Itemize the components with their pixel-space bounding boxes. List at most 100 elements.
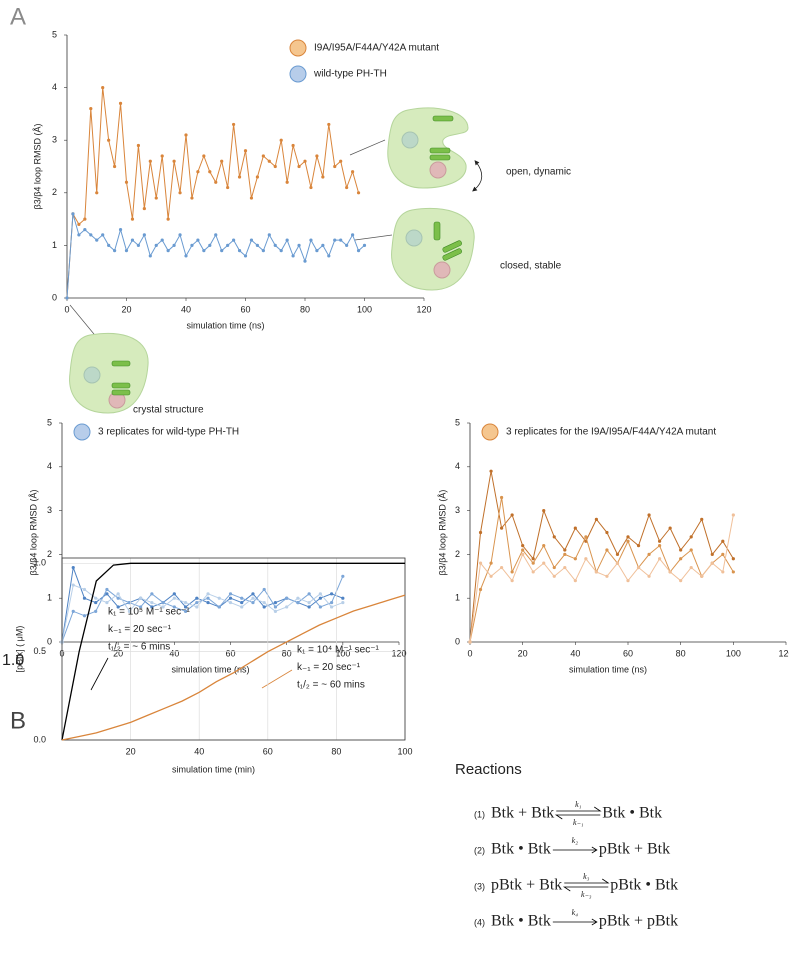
legend-label: I9A/I95A/F44A/Y42A mutant (314, 43, 439, 54)
panel-label: B (10, 707, 26, 734)
data-point (636, 565, 641, 570)
data-point (255, 243, 259, 247)
data-point (478, 587, 483, 592)
data-point (731, 557, 735, 561)
data-point (626, 535, 630, 539)
y-tick-label: 1 (47, 593, 52, 603)
data-point (183, 605, 188, 609)
data-point (196, 170, 200, 174)
data-point (668, 570, 672, 574)
annotation: k₋₁ = 20 sec⁻¹ (297, 662, 361, 673)
legend-label: wild-type PH-TH (313, 69, 387, 80)
series-line (61, 562, 405, 741)
data-point (647, 574, 651, 578)
data-point (478, 530, 483, 535)
data-point (615, 552, 620, 557)
data-point (542, 544, 546, 548)
forward-arrow (552, 918, 598, 926)
data-point (351, 233, 355, 237)
data-point (130, 238, 135, 242)
data-point (83, 228, 87, 232)
data-point (160, 238, 164, 242)
cartoon-crystal (69, 332, 149, 414)
data-point (478, 561, 483, 565)
data-point (127, 609, 131, 613)
cartoon-label: closed, stable (500, 261, 562, 272)
x-tick-label: 80 (676, 648, 686, 658)
data-point (356, 249, 361, 253)
reaction-left: Btk • Btk (491, 913, 551, 930)
data-point (327, 122, 331, 127)
data-point (95, 191, 99, 195)
data-point (291, 143, 295, 148)
data-point (552, 535, 556, 539)
x-tick-label: 40 (169, 648, 179, 658)
series-line (61, 567, 344, 643)
y-tick-label: 0 (47, 636, 52, 646)
data-point (101, 86, 105, 90)
reaction-left: pBtk + Btk (491, 877, 562, 894)
data-point (341, 574, 345, 578)
data-point (285, 180, 289, 184)
data-point (489, 561, 493, 565)
data-point (273, 243, 277, 247)
data-point (214, 180, 218, 184)
y-axis-label: [pBtk] ( μM) (14, 626, 24, 673)
legend-marker (73, 423, 91, 441)
data-point (521, 548, 525, 552)
data-point (251, 596, 255, 600)
data-point (94, 596, 98, 600)
data-point (172, 592, 176, 596)
panel-label: A (10, 3, 26, 30)
data-point (594, 517, 599, 521)
data-point (489, 469, 493, 473)
data-point (679, 557, 683, 561)
data-point (105, 600, 109, 605)
data-point (341, 596, 345, 600)
data-point (195, 596, 199, 600)
data-point (139, 605, 143, 609)
data-point (273, 609, 278, 613)
data-point (217, 605, 221, 609)
data-point (190, 196, 194, 200)
data-point (206, 596, 210, 600)
data-point (303, 259, 307, 263)
data-point (116, 596, 120, 600)
data-point (150, 605, 154, 609)
series-line (66, 87, 360, 299)
data-point (531, 557, 535, 561)
data-point (124, 180, 129, 184)
data-point (77, 222, 81, 226)
data-point (232, 122, 236, 127)
data-point (309, 185, 313, 190)
reaction-number: (1) (474, 809, 485, 819)
data-point (172, 159, 176, 163)
x-tick-label: 120 (391, 648, 406, 658)
data-point (208, 170, 212, 174)
y-axis-label: β3/β4 loop RMSD (Å) (28, 490, 38, 576)
cartoon-open (387, 107, 483, 192)
data-point (178, 191, 182, 195)
leader-line (90, 657, 109, 691)
data-point (228, 596, 233, 600)
rate-label: k₋₁ (573, 818, 584, 827)
data-point (531, 561, 535, 565)
data-point (232, 238, 236, 242)
data-point (731, 513, 735, 517)
series-line (61, 576, 344, 643)
data-point (721, 552, 725, 557)
annotation: k₋₁ = 20 sec⁻¹ (108, 624, 172, 635)
data-point (190, 243, 194, 247)
cartoon-label: open, dynamic (506, 167, 571, 178)
data-point (267, 233, 271, 237)
series-line (61, 594, 406, 741)
series-line (61, 584, 344, 643)
data-point (77, 233, 81, 237)
data-point (318, 596, 322, 600)
x-tick-label: 0 (467, 648, 472, 658)
data-point (107, 138, 111, 142)
data-point (226, 243, 230, 247)
data-point (700, 574, 704, 578)
data-point (303, 159, 307, 163)
data-point (249, 238, 254, 242)
